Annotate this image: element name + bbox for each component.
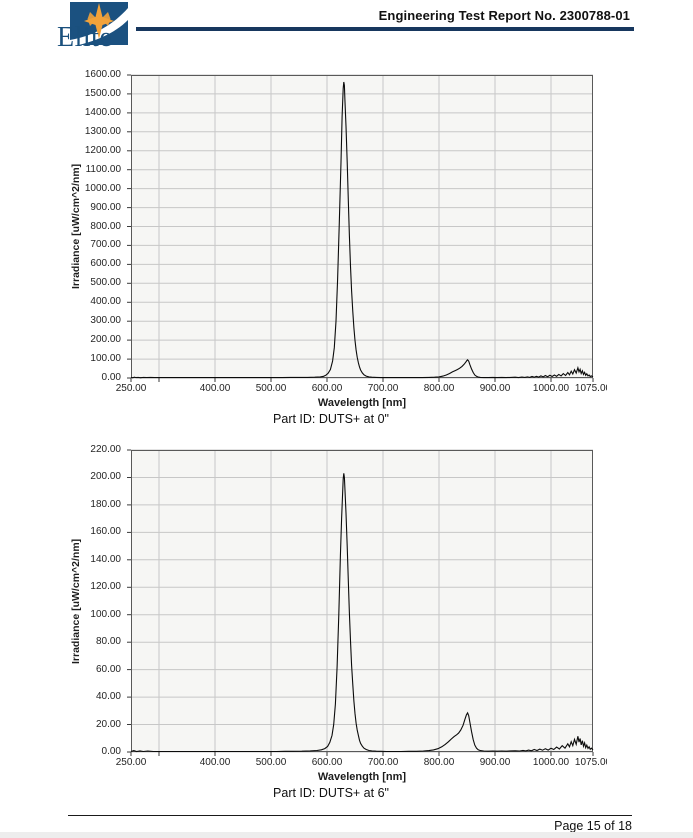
y-tick-label: 900.00 bbox=[90, 201, 121, 213]
x-tick-label: 900.00 bbox=[479, 383, 511, 394]
x-axis-title: Wavelength [nm] bbox=[317, 771, 407, 783]
plot-area bbox=[127, 449, 594, 756]
x-tick-label: 250.00 bbox=[115, 757, 147, 768]
x-tick-label: 700.00 bbox=[367, 757, 399, 768]
chart-caption: Part ID: DUTS+ at 0" bbox=[273, 412, 389, 426]
y-tick-label: 1400.00 bbox=[84, 106, 121, 118]
x-tick-label: 500.00 bbox=[255, 757, 287, 768]
y-tick-label: 0.00 bbox=[101, 746, 121, 758]
x-tick-label: 900.00 bbox=[479, 757, 511, 768]
y-tick-label: 200.00 bbox=[90, 334, 121, 346]
x-tick-label: 250.00 bbox=[115, 383, 147, 394]
y-tick-label: 1300.00 bbox=[84, 125, 121, 137]
y-axis-title: Irradiance [uW/cm^2/nm] bbox=[70, 538, 82, 664]
plot-area bbox=[127, 74, 594, 382]
x-tick-label: 1075.00 bbox=[574, 757, 607, 768]
elite-logo: Elite bbox=[56, 0, 134, 54]
report-title: Engineering Test Report No. 2300788-01 bbox=[378, 8, 630, 23]
y-tick-label: 700.00 bbox=[90, 239, 121, 251]
logo-star-icon bbox=[84, 3, 114, 39]
x-tick-label: 400.00 bbox=[199, 757, 231, 768]
y-tick-label: 300.00 bbox=[90, 315, 121, 327]
y-tick-label: 800.00 bbox=[90, 220, 121, 232]
x-tick-label: 400.00 bbox=[199, 383, 231, 394]
x-tick-label: 700.00 bbox=[367, 383, 399, 394]
footer-rule bbox=[68, 815, 632, 816]
x-tick-label: 800.00 bbox=[423, 383, 455, 394]
y-tick-label: 220.00 bbox=[90, 444, 121, 456]
y-tick-label: 100.00 bbox=[90, 608, 121, 620]
y-tick-label: 1100.00 bbox=[85, 163, 121, 175]
x-tick-label: 1000.00 bbox=[532, 757, 570, 768]
y-tick-label: 140.00 bbox=[90, 553, 121, 565]
chart-caption: Part ID: DUTS+ at 6" bbox=[273, 786, 389, 800]
x-tick-label: 800.00 bbox=[423, 757, 455, 768]
y-axis-title: Irradiance [uW/cm^2/nm] bbox=[70, 163, 82, 290]
chart-irradiance-6in: Irradiance [uW/cm^2/nm] 0.00 20.00 40.00 60… bbox=[0, 439, 607, 811]
y-tick-label: 500.00 bbox=[90, 277, 121, 289]
logo-swoosh bbox=[70, 8, 128, 47]
y-tick-label: 600.00 bbox=[90, 258, 121, 270]
chart-irradiance-0in: Irradiance [uW/cm^2/nm] 0.00 100.00 200.00… bbox=[0, 64, 607, 436]
y-tick-label: 400.00 bbox=[90, 296, 121, 308]
x-axis-title: Wavelength [nm] bbox=[317, 397, 407, 409]
y-tick-label: 1500.00 bbox=[84, 87, 121, 99]
y-tick-label: 1000.00 bbox=[84, 182, 121, 194]
y-tick-label: 80.00 bbox=[95, 636, 121, 648]
header-rule bbox=[136, 27, 634, 31]
y-tick-label: 1600.00 bbox=[84, 69, 121, 81]
y-tick-label: 100.00 bbox=[90, 353, 121, 365]
logo-text: Elite bbox=[57, 22, 113, 53]
x-tick-label: 600.00 bbox=[311, 383, 343, 394]
y-tick-label: 180.00 bbox=[90, 498, 121, 510]
page-bottom-edge bbox=[0, 832, 693, 838]
y-tick-label: 40.00 bbox=[95, 691, 121, 703]
page-number: Page 15 of 18 bbox=[554, 819, 632, 833]
y-tick-label: 60.00 bbox=[95, 663, 121, 675]
y-tick-label: 1200.00 bbox=[84, 144, 121, 156]
x-tick-label: 500.00 bbox=[255, 383, 287, 394]
y-tick-label: 120.00 bbox=[90, 581, 121, 593]
y-tick-label: 160.00 bbox=[90, 526, 121, 538]
y-tick-label: 20.00 bbox=[95, 718, 121, 730]
y-tick-label: 200.00 bbox=[90, 471, 121, 483]
x-tick-label: 1000.00 bbox=[532, 383, 570, 394]
x-tick-label: 600.00 bbox=[311, 757, 343, 768]
y-tick-label: 0.00 bbox=[101, 372, 121, 384]
x-tick-label: 1075.00 bbox=[574, 383, 607, 394]
elite-logo-mark bbox=[70, 2, 128, 47]
